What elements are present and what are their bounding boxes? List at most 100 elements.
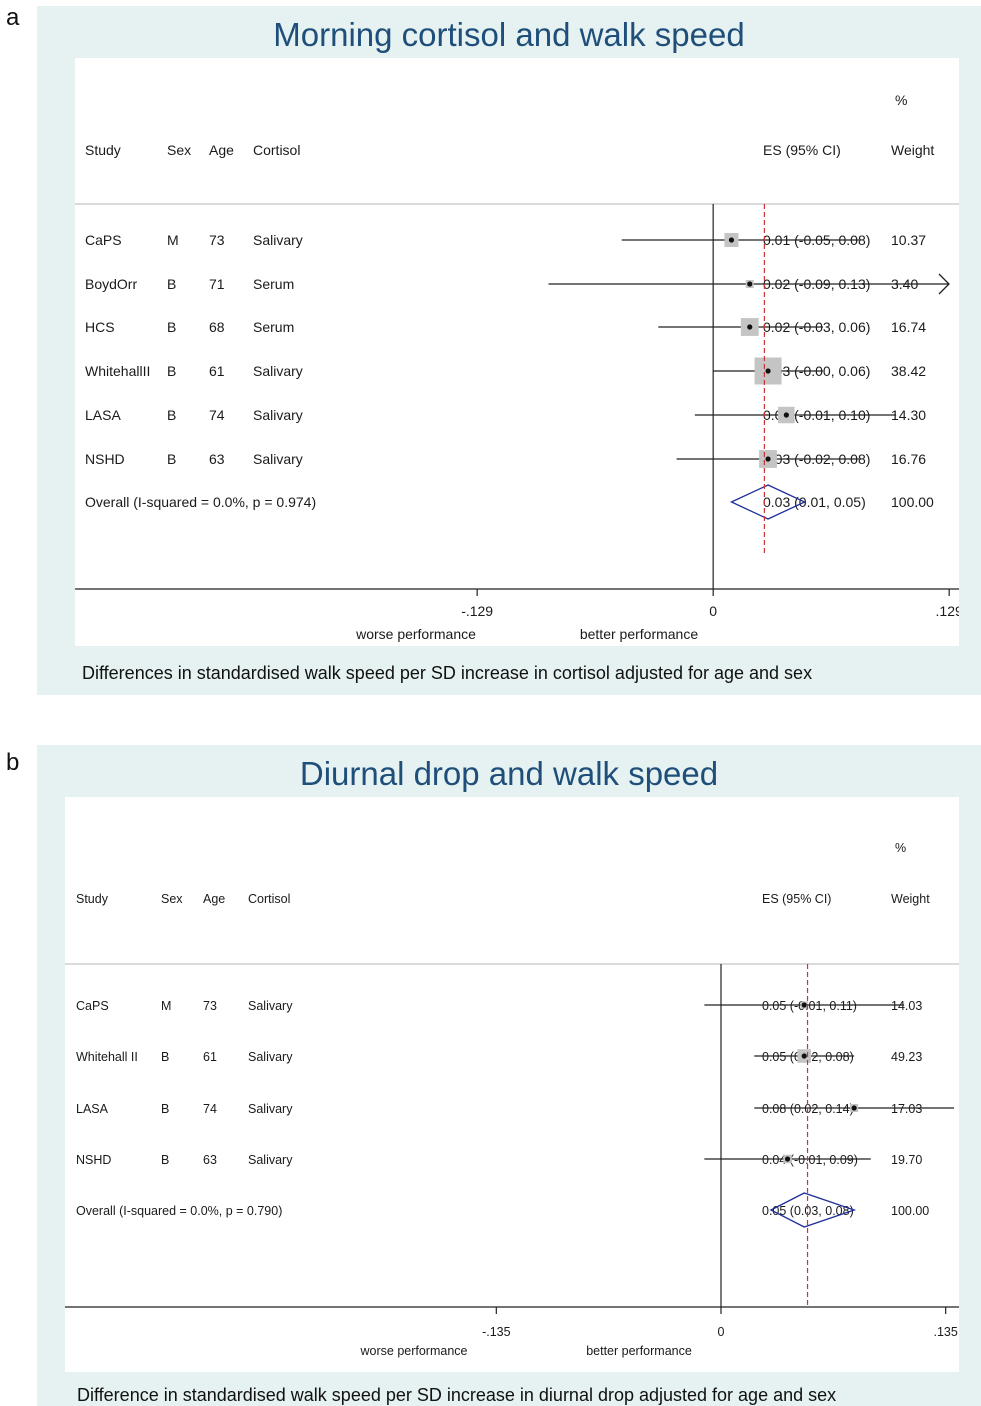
- row-study-label: WhitehallII: [85, 363, 150, 379]
- point-estimate: [801, 1053, 807, 1059]
- xlabel-worse: worse performance: [355, 626, 476, 642]
- panel-b-letter: b: [6, 749, 20, 776]
- header-age: Age: [209, 142, 234, 158]
- header-pct: %: [895, 841, 906, 855]
- header-pct: %: [895, 92, 907, 108]
- header-age: Age: [203, 892, 225, 906]
- header-study: Study: [85, 142, 121, 158]
- row-weight-text: 17.03: [891, 1102, 922, 1116]
- xlabel-better: better performance: [580, 626, 698, 642]
- forest-plot-a: % Study Sex Age Cortisol ES (95% CI) Weight CaP…: [75, 92, 959, 642]
- x-tick-label: 0: [718, 1325, 725, 1339]
- row-sex: B: [167, 451, 176, 467]
- row-study-label: HCS: [85, 319, 115, 335]
- panel-b-caption: Difference in standardised walk speed pe…: [77, 1385, 837, 1405]
- panel-a-caption: Differences in standardised walk speed p…: [82, 663, 813, 683]
- xlabel-better: better performance: [586, 1344, 692, 1358]
- point-estimate: [747, 281, 753, 287]
- row-study-label: CaPS: [85, 232, 122, 248]
- row-sex: B: [161, 1153, 169, 1167]
- header-es: ES (95% CI): [762, 892, 831, 906]
- point-estimate: [728, 237, 735, 243]
- point-estimate: [783, 412, 789, 418]
- x-tick-label: -.129: [461, 603, 493, 619]
- panel-a-title: Morning cortisol and walk speed: [273, 16, 745, 53]
- row-weight-text: 16.74: [891, 319, 926, 335]
- header-cortisol: Cortisol: [248, 892, 290, 906]
- row-study-label: NSHD: [85, 451, 125, 467]
- row-sex: B: [167, 407, 176, 423]
- row-es-text: 0.05 (-0.01, 0.11): [762, 999, 857, 1013]
- row-study-label: CaPS: [76, 999, 109, 1013]
- overall-diamond: [769, 1192, 857, 1228]
- panel-a-plot-area: % Study Sex Age Cortisol ES (95% CI) Weight CaP…: [75, 58, 959, 646]
- header-study: Study: [76, 892, 109, 906]
- row-cortisol: Salivary: [253, 407, 303, 423]
- row-cortisol: Salivary: [248, 1102, 293, 1116]
- row-age: 61: [209, 363, 225, 379]
- header-weight: Weight: [891, 892, 930, 906]
- point-estimate: [784, 1156, 791, 1162]
- point-estimate: [747, 324, 753, 330]
- row-cortisol: Salivary: [253, 363, 303, 379]
- panel-b: Diurnal drop and walk speed % Study Sex Age…: [37, 745, 981, 1406]
- point-estimate: [801, 1002, 807, 1008]
- row-sex: B: [167, 319, 176, 335]
- row-weight-text: 10.37: [891, 232, 926, 248]
- overall-es-text: 0.03 (0.01, 0.05): [763, 494, 866, 510]
- row-cortisol: Salivary: [253, 451, 303, 467]
- header-weight: Weight: [891, 142, 934, 158]
- row-study-label: LASA: [76, 1102, 109, 1116]
- header-es: ES (95% CI): [763, 142, 841, 158]
- row-age: 74: [203, 1102, 217, 1116]
- row-weight-text: 14.30: [891, 407, 926, 423]
- row-age: 63: [203, 1153, 217, 1167]
- overall-weight-text: 100.00: [891, 1204, 929, 1218]
- panel-b-plot-area: % Study Sex Age Cortisol ES (95% CI) Weight CaP…: [65, 797, 959, 1372]
- overall-label: Overall (I-squared = 0.0%, p = 0.974): [85, 494, 316, 510]
- row-age: 68: [209, 319, 225, 335]
- row-weight-text: 14.03: [891, 999, 922, 1013]
- row-age: 61: [203, 1050, 217, 1064]
- row-cortisol: Salivary: [248, 1050, 293, 1064]
- overall-es-text: 0.05 (0.03, 0.08): [762, 1204, 854, 1218]
- ci-truncation-arrow: [938, 273, 950, 295]
- x-tick-label: -.135: [482, 1325, 511, 1339]
- row-age: 71: [209, 276, 225, 292]
- row-sex: B: [167, 363, 176, 379]
- xlabel-worse: worse performance: [360, 1344, 468, 1358]
- point-estimate: [765, 368, 771, 374]
- panel-a: Morning cortisol and walk speed % Study Se…: [37, 6, 981, 695]
- row-weight-text: 19.70: [891, 1153, 922, 1167]
- row-cortisol: Salivary: [248, 1153, 293, 1167]
- row-sex: B: [161, 1050, 169, 1064]
- row-cortisol: Salivary: [248, 999, 293, 1013]
- row-study-label: LASA: [85, 407, 121, 423]
- row-study-label: BoydOrr: [85, 276, 137, 292]
- overall-label: Overall (I-squared = 0.0%, p = 0.790): [76, 1204, 282, 1218]
- row-weight-text: 38.42: [891, 363, 926, 379]
- row-cortisol: Salivary: [253, 232, 303, 248]
- row-cortisol: Serum: [253, 276, 294, 292]
- panel-a-letter: a: [6, 4, 20, 31]
- row-cortisol: Serum: [253, 319, 294, 335]
- forest-plot-b: % Study Sex Age Cortisol ES (95% CI) Weight CaP…: [65, 841, 959, 1358]
- point-estimate: [851, 1105, 857, 1111]
- x-tick-label: 0: [709, 603, 717, 619]
- x-tick-label: .129: [936, 603, 959, 619]
- row-sex: M: [161, 999, 171, 1013]
- overall-weight-text: 100.00: [891, 494, 934, 510]
- overall-diamond: [729, 484, 807, 520]
- row-study-label: NSHD: [76, 1153, 111, 1167]
- row-weight-text: 49.23: [891, 1050, 922, 1064]
- panel-b-title: Diurnal drop and walk speed: [299, 755, 719, 792]
- point-estimate: [765, 456, 771, 462]
- row-study-label: Whitehall II: [76, 1050, 138, 1064]
- header-cortisol: Cortisol: [253, 142, 300, 158]
- x-tick-label: .135: [934, 1325, 958, 1339]
- header-sex: Sex: [161, 892, 183, 906]
- row-age: 73: [203, 999, 217, 1013]
- row-weight-text: 16.76: [891, 451, 926, 467]
- row-es-text: 0.04 (-0.01, 0.09): [762, 1153, 858, 1167]
- row-sex: M: [167, 232, 179, 248]
